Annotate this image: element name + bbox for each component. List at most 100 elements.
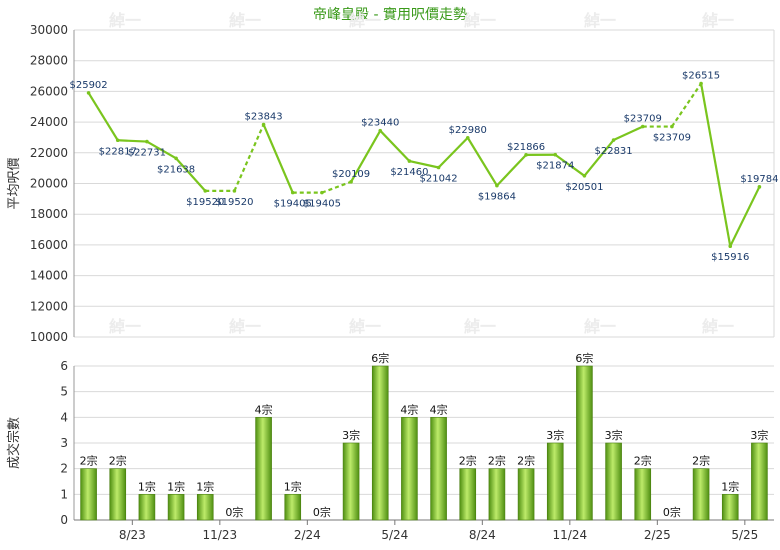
bar <box>692 468 710 521</box>
bar <box>605 442 622 521</box>
line-point <box>582 174 587 178</box>
line-y-tick-label: 30000 <box>30 23 68 37</box>
x-tick-label: 8/24 <box>469 528 496 542</box>
line-segment <box>554 153 586 177</box>
line-data-label: $22831 <box>594 146 632 157</box>
line-data-label: $20501 <box>565 182 603 193</box>
bar-data-label: 0宗 <box>313 505 331 519</box>
bar <box>488 468 506 521</box>
line-segment <box>175 157 207 192</box>
line-segment <box>87 92 119 141</box>
line-data-label: $19405 <box>303 199 341 210</box>
bar-data-label: 3宗 <box>605 428 623 442</box>
watermark-text: 綽一 <box>702 11 734 30</box>
bar-data-label: 2宗 <box>109 454 127 468</box>
line-point <box>728 244 733 248</box>
watermark-text: 綽一 <box>109 11 141 30</box>
line-point <box>232 189 237 193</box>
bar-y-tick-label: 4 <box>60 410 68 424</box>
bar <box>634 468 652 521</box>
line-segment <box>496 154 527 187</box>
bar <box>401 417 418 521</box>
bar-data-label: 2宗 <box>80 454 98 468</box>
line-segment <box>350 130 382 183</box>
line-point <box>495 183 499 188</box>
watermark-text: 綽一 <box>349 11 381 30</box>
line-point <box>320 190 324 195</box>
line-segment <box>437 136 469 169</box>
bar-data-label: 3宗 <box>546 428 564 442</box>
x-tick-label: 11/24 <box>553 528 588 542</box>
bar <box>138 494 156 521</box>
bar <box>284 494 302 521</box>
x-tick-label: 2/24 <box>294 528 321 542</box>
line-point <box>349 180 353 184</box>
bar-y-tick-label: 3 <box>60 436 68 450</box>
line-data-label: $19520 <box>215 197 253 208</box>
watermark-text: 綽一 <box>229 11 261 30</box>
watermark-text: 綽一 <box>349 317 381 336</box>
line-data-label: $23843 <box>244 112 282 123</box>
chart-title: 帝峰皇殿 - 實用呎價走勢 <box>313 7 467 23</box>
line-y-tick-label: 14000 <box>30 269 68 283</box>
bar <box>255 417 272 521</box>
line-point <box>407 159 412 163</box>
line-data-label: $26515 <box>682 70 720 81</box>
bar-data-label: 1宗 <box>196 479 214 493</box>
bar <box>109 468 127 521</box>
line-data-label: $21460 <box>390 167 428 178</box>
line-y-tick-label: 18000 <box>30 207 68 221</box>
bar <box>751 442 768 521</box>
line-point <box>670 124 674 129</box>
watermark-text: 綽一 <box>464 317 496 336</box>
line-segment <box>262 124 294 194</box>
line-data-label: $23709 <box>624 114 662 125</box>
line-y-tick-label: 12000 <box>30 299 68 313</box>
bar-y-tick-label: 0 <box>60 513 68 527</box>
line-point <box>203 189 208 193</box>
line-point <box>436 165 441 170</box>
line-data-label: $21042 <box>419 174 457 185</box>
line-data-label: $19864 <box>478 192 516 203</box>
line-y-tick-label: 16000 <box>30 238 68 252</box>
line-segment <box>729 186 761 247</box>
bar <box>342 442 360 521</box>
line-point <box>145 139 149 144</box>
line-segment <box>379 129 411 162</box>
line-y-tick-label: 22000 <box>30 146 68 160</box>
line-y-tick-label: 26000 <box>30 84 68 98</box>
line-data-label: $20109 <box>332 169 370 180</box>
line-point <box>290 190 295 195</box>
line-data-label: $23709 <box>653 133 691 144</box>
bar-data-label: 6宗 <box>371 351 389 365</box>
watermark-text: 綽一 <box>464 11 496 30</box>
bar-data-label: 2宗 <box>634 454 652 468</box>
line-segment <box>321 180 352 194</box>
line-point <box>757 185 762 189</box>
bar-data-label: 2宗 <box>459 454 477 468</box>
line-data-label: $23440 <box>361 118 399 129</box>
bar-data-label: 4宗 <box>255 402 273 416</box>
line-data-label: $19520 <box>186 197 224 208</box>
line-y-tick-label: 24000 <box>30 115 68 129</box>
line-point <box>611 138 616 142</box>
line-data-label: $19784 <box>740 174 778 185</box>
line-data-label: $21866 <box>507 142 545 153</box>
watermark-text: 綽一 <box>584 317 616 336</box>
bar <box>167 494 185 521</box>
line-point <box>261 122 266 127</box>
bar-data-label: 3宗 <box>750 428 768 442</box>
line-data-label: $21874 <box>536 161 574 172</box>
line-data-label: $25902 <box>69 80 107 91</box>
bar-data-label: 3宗 <box>342 428 360 442</box>
line-segment <box>117 139 147 143</box>
line-point <box>115 138 120 143</box>
x-tick-label: 5/25 <box>731 528 758 542</box>
bar-y-tick-label: 1 <box>60 487 68 501</box>
line-point <box>465 135 470 140</box>
x-tick-label: 11/23 <box>203 528 238 542</box>
line-y-tick-label: 10000 <box>30 330 68 344</box>
watermark-text: 綽一 <box>702 317 734 336</box>
